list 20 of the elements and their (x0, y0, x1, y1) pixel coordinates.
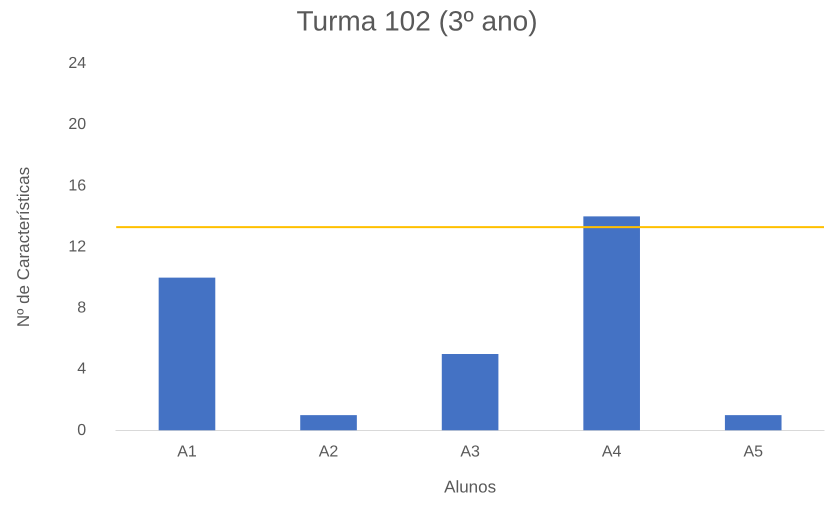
bar (583, 216, 640, 430)
bar (158, 278, 216, 430)
bar (300, 415, 357, 430)
x-axis-title: Alunos (444, 477, 496, 496)
chart-title: Turma 102 (3º ano) (296, 6, 538, 37)
x-tick-label: A1 (177, 443, 197, 460)
y-axis-title: Nº de Características (14, 166, 33, 328)
y-tick-label: 8 (77, 300, 86, 317)
y-tick-label: 4 (77, 360, 86, 378)
y-tick-label: 24 (68, 55, 86, 72)
x-tick-label: A5 (743, 443, 764, 460)
y-tick-label: 20 (68, 116, 86, 134)
y-tick-label: 16 (68, 177, 86, 194)
y-tick-label: 0 (77, 422, 86, 439)
y-tick-label: 12 (68, 238, 86, 256)
x-tick-label: A3 (460, 443, 480, 460)
bar (724, 415, 782, 430)
bar (442, 354, 498, 430)
x-tick-label: A2 (318, 443, 338, 460)
x-tick-label: A4 (602, 443, 622, 460)
